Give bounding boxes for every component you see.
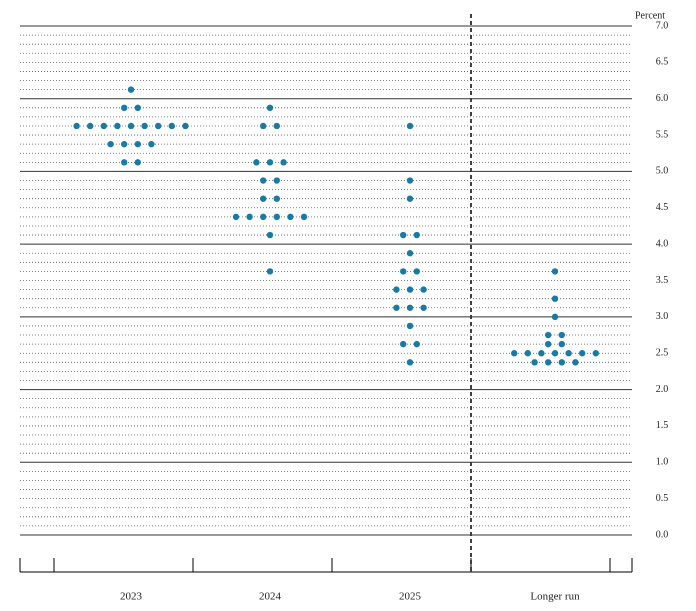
dot [127,122,135,130]
dot [545,340,552,348]
dot [246,213,253,221]
y-tick-label: 6.5 [656,57,669,68]
dot [253,159,260,166]
dot [266,104,274,112]
dot [280,159,287,166]
dot [406,286,414,293]
dot [545,359,552,366]
dot [155,122,162,130]
dot [141,122,148,130]
dot [134,159,141,166]
dot [121,104,128,112]
dot [511,350,518,357]
dot [273,213,280,221]
dot [87,122,94,130]
dot [273,177,280,184]
y-tick-label: 4.5 [656,202,669,213]
y-tick-label: 3.0 [656,311,669,322]
dot [393,304,400,311]
dot [565,350,572,357]
dot [545,331,552,339]
dot [168,122,175,130]
dot [551,268,559,275]
dot [572,359,579,366]
dot [134,140,141,148]
dot [406,122,414,130]
dot [579,350,586,357]
y-tick-label: 5.5 [656,129,669,140]
dot [558,359,565,366]
dot [413,231,420,239]
dot [232,213,240,221]
y-tick-label: 1.5 [656,420,669,431]
dot [551,350,559,357]
dot [127,86,135,93]
dot [558,340,565,348]
dot [260,195,267,202]
dot [413,268,420,275]
dot [148,140,155,148]
dot [400,340,407,348]
dot [121,140,128,148]
y-tick-label: 7.0 [656,20,669,31]
dot [558,331,565,339]
dot [406,177,414,184]
dot [121,159,128,166]
dot [420,286,427,293]
dot [406,195,414,202]
dot [524,350,531,357]
dot [406,322,414,330]
y-tick-label: 4.0 [656,238,669,249]
dot [393,286,400,293]
y-tick-label: 0.0 [656,529,669,540]
dot [134,104,141,112]
dot [260,177,267,184]
dot [531,359,538,366]
dot [73,122,80,130]
x-tick-label: 2024 [259,591,282,603]
dot [266,231,274,239]
dot [107,140,114,148]
dot [100,122,108,130]
dot [114,122,121,130]
y-tick-label: 2.0 [656,384,669,395]
y-axis-label: Percent [635,10,665,21]
x-tick-label: Longer run [530,591,580,603]
dot [420,304,427,311]
dot [182,122,189,130]
dot [413,340,420,348]
dot [406,304,414,311]
dot [266,268,274,275]
dot [592,350,599,357]
dot [400,268,407,275]
dot [406,359,414,366]
dot [273,122,280,130]
x-tick-label: 2023 [120,591,143,603]
dot [287,213,294,221]
dot [300,213,308,221]
dot [273,195,280,202]
y-tick-label: 3.5 [656,275,669,286]
x-tick-label: 2025 [399,591,422,603]
y-tick-label: 2.5 [656,348,669,359]
y-tick-label: 1.0 [656,457,669,468]
dot [260,122,267,130]
y-tick-label: 5.0 [656,166,669,177]
dot [538,350,545,357]
dot [400,231,407,239]
y-tick-label: 6.0 [656,93,669,104]
dot [551,313,559,321]
y-tick-label: 0.5 [656,493,669,504]
dot [266,159,274,166]
dot [260,213,267,221]
dot [551,295,559,302]
dot [406,250,414,257]
